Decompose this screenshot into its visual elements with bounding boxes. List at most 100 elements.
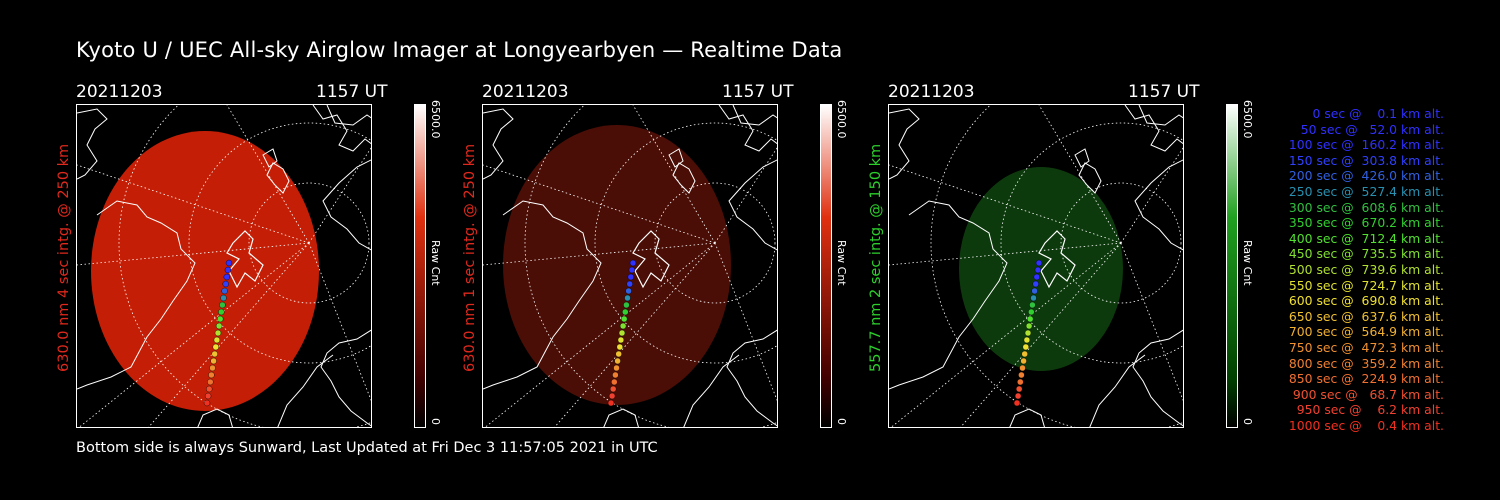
trajectory-point bbox=[612, 371, 619, 379]
trajectory-point bbox=[624, 294, 631, 302]
trajectory-point bbox=[1023, 336, 1031, 344]
panel-3-ylabel: 557.7 nm 2 sec intg. @ 150 km bbox=[868, 143, 884, 372]
longitude-line bbox=[714, 147, 777, 244]
coastline bbox=[320, 329, 371, 427]
legend-row: 800 sec @ 359.2 km alt. bbox=[1284, 355, 1444, 371]
legend-row: 950 sec @ 6.2 km alt. bbox=[1292, 402, 1444, 418]
trajectory-point bbox=[1021, 350, 1028, 358]
airglow-image bbox=[91, 131, 319, 411]
coastline bbox=[322, 159, 371, 251]
panel-2-ylabel: 630.0 nm 1 sec intg. @ 250 km bbox=[462, 143, 478, 372]
longitude-line bbox=[554, 242, 716, 427]
trajectory-point bbox=[209, 364, 216, 372]
trajectory-point bbox=[224, 266, 232, 274]
panel-2-colorbar-min: 0 bbox=[835, 418, 848, 425]
panel-2-colorbar-label: Raw Cnt bbox=[835, 240, 848, 286]
coastline bbox=[732, 105, 777, 126]
panel-2-time: 1157 UT bbox=[722, 82, 794, 102]
legend-row: 400 sec @ 712.4 km alt. bbox=[1284, 230, 1444, 246]
legend-row: 150 sec @ 303.8 km alt. bbox=[1284, 152, 1444, 168]
coastline bbox=[483, 200, 602, 390]
trajectory-point bbox=[628, 266, 636, 274]
trajectory-point bbox=[1032, 280, 1039, 288]
trajectory-point bbox=[619, 322, 627, 330]
trajectory-point bbox=[615, 350, 622, 358]
legend-row: 550 sec @ 724.7 km alt. bbox=[1284, 277, 1444, 293]
panel-2-colorbar bbox=[820, 104, 832, 428]
trajectory-point bbox=[1030, 294, 1037, 302]
panel-3-time: 1157 UT bbox=[1128, 82, 1200, 102]
trajectory-point bbox=[213, 336, 221, 344]
coastline bbox=[1132, 329, 1183, 427]
trajectory-point bbox=[1018, 371, 1025, 379]
trajectory-point bbox=[608, 392, 616, 400]
longitude-line bbox=[78, 242, 310, 427]
legend-row: 900 sec @ 68.7 km alt. bbox=[1288, 386, 1444, 402]
trajectory-point bbox=[625, 287, 632, 295]
panel-3-image bbox=[888, 104, 1184, 428]
latitude-circle bbox=[118, 105, 371, 427]
legend-row: 500 sec @ 739.6 km alt. bbox=[1284, 262, 1444, 277]
coastline bbox=[672, 162, 696, 194]
latitude-circle bbox=[524, 105, 777, 427]
coastline bbox=[889, 108, 920, 180]
trajectory-point bbox=[1028, 308, 1035, 316]
svalbard-coastline bbox=[1038, 230, 1076, 289]
trajectory-point bbox=[611, 378, 618, 386]
trajectory-point bbox=[1031, 287, 1038, 295]
coastline bbox=[726, 329, 777, 427]
trajectory-point bbox=[1035, 259, 1043, 267]
legend-row: 200 sec @ 426.0 km alt. bbox=[1284, 168, 1444, 184]
trajectory-point bbox=[1020, 357, 1027, 365]
trajectory-point bbox=[1024, 329, 1032, 337]
legend-row: 700 sec @ 564.9 km alt. bbox=[1284, 324, 1444, 340]
panel-3-map bbox=[889, 105, 1183, 427]
trajectory-point bbox=[219, 301, 226, 309]
panel-1-colorbar bbox=[414, 104, 426, 428]
trajectory-point bbox=[627, 273, 635, 281]
trajectory-point bbox=[215, 322, 223, 330]
trajectory-point bbox=[629, 259, 637, 267]
coastline bbox=[483, 108, 514, 180]
coastline bbox=[668, 148, 684, 168]
legend-row: 100 sec @ 160.2 km alt. bbox=[1284, 137, 1444, 153]
longitude-line bbox=[484, 242, 716, 427]
svalbard-coastline bbox=[226, 230, 264, 289]
trajectory-point bbox=[1017, 378, 1024, 386]
longitude-line bbox=[714, 242, 777, 402]
coastline bbox=[266, 162, 290, 194]
coastline bbox=[197, 408, 233, 427]
coastline bbox=[1134, 159, 1183, 251]
trajectory-point bbox=[607, 399, 615, 407]
longitude-line bbox=[889, 164, 1122, 244]
trajectory-point bbox=[1034, 266, 1042, 274]
trajectory-point bbox=[1022, 343, 1030, 351]
latitude-circle bbox=[1060, 182, 1182, 304]
panel-2-image bbox=[482, 104, 778, 428]
trajectory-point bbox=[1025, 322, 1033, 330]
trajectory-point bbox=[623, 301, 630, 309]
trajectory-point bbox=[221, 287, 228, 295]
page-title: Kyoto U / UEC All-sky Airglow Imager at … bbox=[76, 38, 843, 62]
trajectory-point bbox=[208, 371, 215, 379]
footer-status: Bottom side is always Sunward, Last Upda… bbox=[76, 440, 658, 456]
coastline bbox=[1074, 148, 1090, 168]
longitude-line bbox=[77, 242, 310, 266]
latitude-circle bbox=[594, 122, 777, 364]
coastline bbox=[1124, 105, 1183, 152]
longitude-line bbox=[308, 242, 371, 402]
longitude-line bbox=[226, 105, 310, 244]
coastline bbox=[1138, 105, 1183, 126]
coastline bbox=[77, 200, 196, 390]
panel-3-colorbar-label: Raw Cnt bbox=[1241, 240, 1254, 286]
trajectory-point bbox=[1015, 385, 1023, 393]
trajectory-point bbox=[203, 399, 211, 407]
trajectory-point bbox=[214, 329, 222, 337]
trajectory-point bbox=[225, 259, 233, 267]
trajectory-point bbox=[223, 273, 231, 281]
panel-3-date: 20211203 bbox=[888, 82, 975, 102]
panel-3-colorbar-max: 6500.0 bbox=[1241, 100, 1254, 139]
legend-row: 1000 sec @ 0.4 km alt. bbox=[1288, 418, 1444, 433]
coastline bbox=[312, 105, 371, 152]
panel-1-date: 20211203 bbox=[76, 82, 163, 102]
